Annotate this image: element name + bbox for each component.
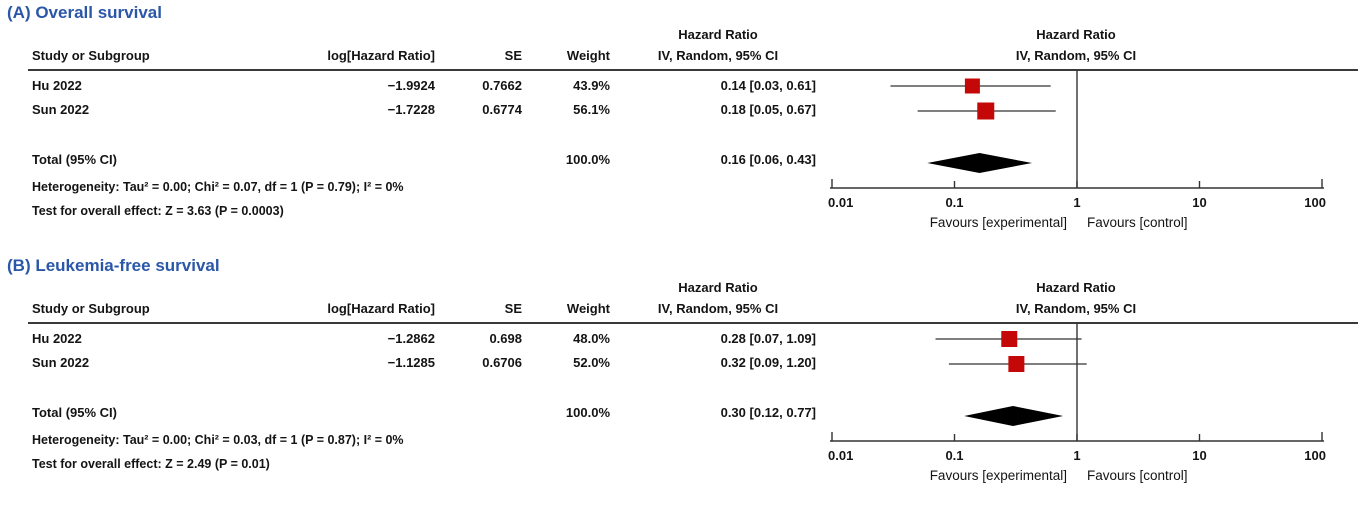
total-ci-text: 0.16 [0.06, 0.43] <box>720 152 816 167</box>
favours-left-label: Favours [experimental] <box>930 215 1067 230</box>
study-weight: 52.0% <box>573 355 610 370</box>
study-weight: 56.1% <box>573 102 610 117</box>
pooled-diamond <box>964 406 1064 426</box>
header-rule <box>28 322 1358 324</box>
column-header-ci: IV, Random, 95% CI <box>657 48 779 63</box>
total-label: Total (95% CI) <box>32 405 117 420</box>
heterogeneity-text: Heterogeneity: Tau² = 0.00; Chi² = 0.03,… <box>32 433 404 447</box>
total-weight: 100.0% <box>565 152 610 167</box>
overall-effect-text: Test for overall effect: Z = 2.49 (P = 0… <box>32 457 270 471</box>
study-name: Sun 2022 <box>32 355 90 370</box>
plot-header-hazard-ratio: Hazard Ratio <box>1036 27 1116 42</box>
study-loghr: −1.2862 <box>387 331 435 346</box>
study-ci-text: 0.18 [0.05, 0.67] <box>720 102 816 117</box>
heterogeneity-text: Heterogeneity: Tau² = 0.00; Chi² = 0.07,… <box>32 180 404 194</box>
study-se: 0.6706 <box>482 355 522 370</box>
favours-left-label: Favours [experimental] <box>930 468 1067 483</box>
study-loghr: −1.9924 <box>387 78 435 93</box>
column-header-study: Study or Subgroup <box>32 301 150 316</box>
study-marker <box>1001 331 1018 347</box>
total-weight: 100.0% <box>565 405 610 420</box>
axis-tick-label: 1 <box>1073 448 1080 463</box>
study-weight: 43.9% <box>573 78 610 93</box>
study-se: 0.6774 <box>482 102 522 117</box>
study-loghr: −1.1285 <box>387 355 435 370</box>
total-ci-text: 0.30 [0.12, 0.77] <box>720 405 816 420</box>
column-header-hazard-ratio: Hazard Ratio <box>678 280 758 295</box>
study-ci-text: 0.14 [0.03, 0.61] <box>720 78 816 93</box>
overall-effect-text: Test for overall effect: Z = 3.63 (P = 0… <box>32 204 284 218</box>
column-header-weight: Weight <box>566 301 610 316</box>
column-header-loghr: log[Hazard Ratio] <box>327 301 435 316</box>
axis-tick-label: 0.1 <box>945 448 963 463</box>
plot-header-ci: IV, Random, 95% CI <box>1015 301 1137 316</box>
study-weight: 48.0% <box>573 331 610 346</box>
axis-tick-label: 100 <box>1304 195 1326 210</box>
axis-tick-label: 10 <box>1192 448 1206 463</box>
column-header-loghr: log[Hazard Ratio] <box>327 48 435 63</box>
panel-title: (A) Overall survival <box>7 3 162 22</box>
study-name: Hu 2022 <box>32 331 82 346</box>
axis-tick-label: 100 <box>1304 448 1326 463</box>
column-header-study: Study or Subgroup <box>32 48 150 63</box>
column-header-hazard-ratio: Hazard Ratio <box>678 27 758 42</box>
column-header-weight: Weight <box>566 48 610 63</box>
axis-tick-label: 0.01 <box>828 195 853 210</box>
column-header-ci: IV, Random, 95% CI <box>657 301 779 316</box>
study-ci-text: 0.32 [0.09, 1.20] <box>720 355 816 370</box>
pooled-diamond <box>927 153 1033 173</box>
column-header-se: SE <box>504 48 522 63</box>
study-marker <box>1008 356 1025 372</box>
study-name: Hu 2022 <box>32 78 82 93</box>
axis-tick-label: 0.1 <box>945 195 963 210</box>
study-loghr: −1.7228 <box>387 102 435 117</box>
study-marker <box>977 102 995 120</box>
forest-plot: 0.01 0.1 1 10 100 Favours [experimental] Favou… <box>828 323 1326 483</box>
axis-tick-label: 10 <box>1192 195 1206 210</box>
study-se: 0.7662 <box>482 78 522 93</box>
study-ci-text: 0.28 [0.07, 1.09] <box>720 331 816 346</box>
panel-title: (B) Leukemia-free survival <box>7 256 220 275</box>
panel-overall-survival: (A) Overall survival Hazard Ratio Hazard… <box>7 3 1358 230</box>
axis-tick-label: 1 <box>1073 195 1080 210</box>
study-marker <box>964 78 980 94</box>
favours-right-label: Favours [control] <box>1087 215 1188 230</box>
plot-header-hazard-ratio: Hazard Ratio <box>1036 280 1116 295</box>
column-header-se: SE <box>504 301 522 316</box>
panel-leukemia-free-survival: (B) Leukemia-free survival Hazard Ratio … <box>0 253 1362 506</box>
plot-header-ci: IV, Random, 95% CI <box>1015 48 1137 63</box>
total-label: Total (95% CI) <box>32 152 117 167</box>
header-rule <box>28 69 1358 71</box>
axis-tick-label: 0.01 <box>828 448 853 463</box>
forest-plot: 0.01 0.1 1 10 100 Favours [experimental] Favou… <box>828 70 1326 230</box>
study-name: Sun 2022 <box>32 102 90 117</box>
favours-right-label: Favours [control] <box>1087 468 1188 483</box>
study-se: 0.698 <box>489 331 522 346</box>
